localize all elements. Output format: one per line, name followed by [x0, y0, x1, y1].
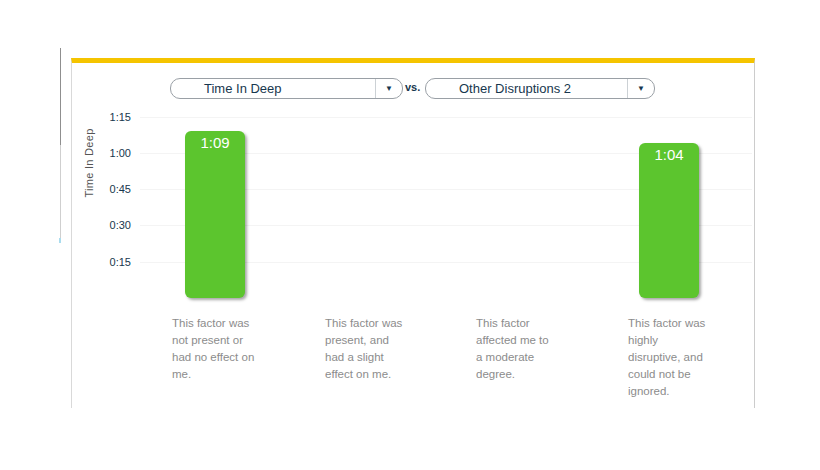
- category-label-line: had a slight: [325, 349, 443, 366]
- y-tick-label: 1:15: [81, 110, 131, 124]
- category-label-line: This factor was: [172, 315, 290, 332]
- category-label-line: This factor was: [628, 315, 746, 332]
- y-axis-title: Time In Deep: [83, 113, 97, 213]
- metric-dropdown-value: Time In Deep: [204, 81, 282, 96]
- category-label: This factor washighlydisruptive, andcoul…: [628, 315, 746, 400]
- bar[interactable]: 1:09: [185, 131, 245, 298]
- category-label-line: present, and: [325, 332, 443, 349]
- category-label-line: disruptive, and: [628, 349, 746, 366]
- bar-value-label: 1:09: [185, 131, 245, 151]
- scrollbar-track: [60, 145, 61, 238]
- category-label-line: affected me to: [476, 332, 594, 349]
- gridline: [140, 117, 752, 118]
- category-label-line: effect on me.: [325, 366, 443, 383]
- y-tick-label: 0:15: [81, 255, 131, 269]
- category-label-line: a moderate: [476, 349, 594, 366]
- y-tick-label: 1:00: [81, 146, 131, 160]
- y-tick-label: 0:45: [81, 182, 131, 196]
- category-label-line: could not be: [628, 366, 746, 383]
- category-label-line: This factor: [476, 315, 594, 332]
- y-tick-label: 0:30: [81, 218, 131, 232]
- category-label-line: highly: [628, 332, 746, 349]
- factor-dropdown[interactable]: Other Disruptions 2 ▼: [425, 78, 655, 99]
- metric-dropdown[interactable]: Time In Deep ▼: [170, 78, 403, 99]
- factor-dropdown-arrow-box[interactable]: ▼: [627, 79, 654, 98]
- category-label-line: not present or: [172, 332, 290, 349]
- chevron-down-icon: ▼: [637, 85, 645, 93]
- vs-label: vs.: [405, 81, 425, 93]
- category-label-line: This factor was: [325, 315, 443, 332]
- category-label-line: degree.: [476, 366, 594, 383]
- category-label: This factor waspresent, andhad a slighte…: [325, 315, 443, 383]
- chart-panel: Time In Deep ▼ vs. Other Disruptions 2 ▼…: [71, 58, 755, 408]
- chevron-down-icon: ▼: [385, 85, 393, 93]
- bar-value-label: 1:04: [639, 143, 699, 163]
- category-label-line: had no effect on: [172, 349, 290, 366]
- page: Time In Deep ▼ vs. Other Disruptions 2 ▼…: [0, 0, 820, 470]
- category-label-line: ignored.: [628, 383, 746, 400]
- scrollbar-thumb[interactable]: [60, 48, 61, 145]
- category-label-line: me.: [172, 366, 290, 383]
- metric-dropdown-arrow-box[interactable]: ▼: [375, 79, 402, 98]
- category-label: This factor wasnot present orhad no effe…: [172, 315, 290, 383]
- scrollbar-marker: [59, 238, 61, 243]
- factor-dropdown-value: Other Disruptions 2: [459, 81, 571, 96]
- bar[interactable]: 1:04: [639, 143, 699, 298]
- category-label: This factoraffected me toa moderatedegre…: [476, 315, 594, 383]
